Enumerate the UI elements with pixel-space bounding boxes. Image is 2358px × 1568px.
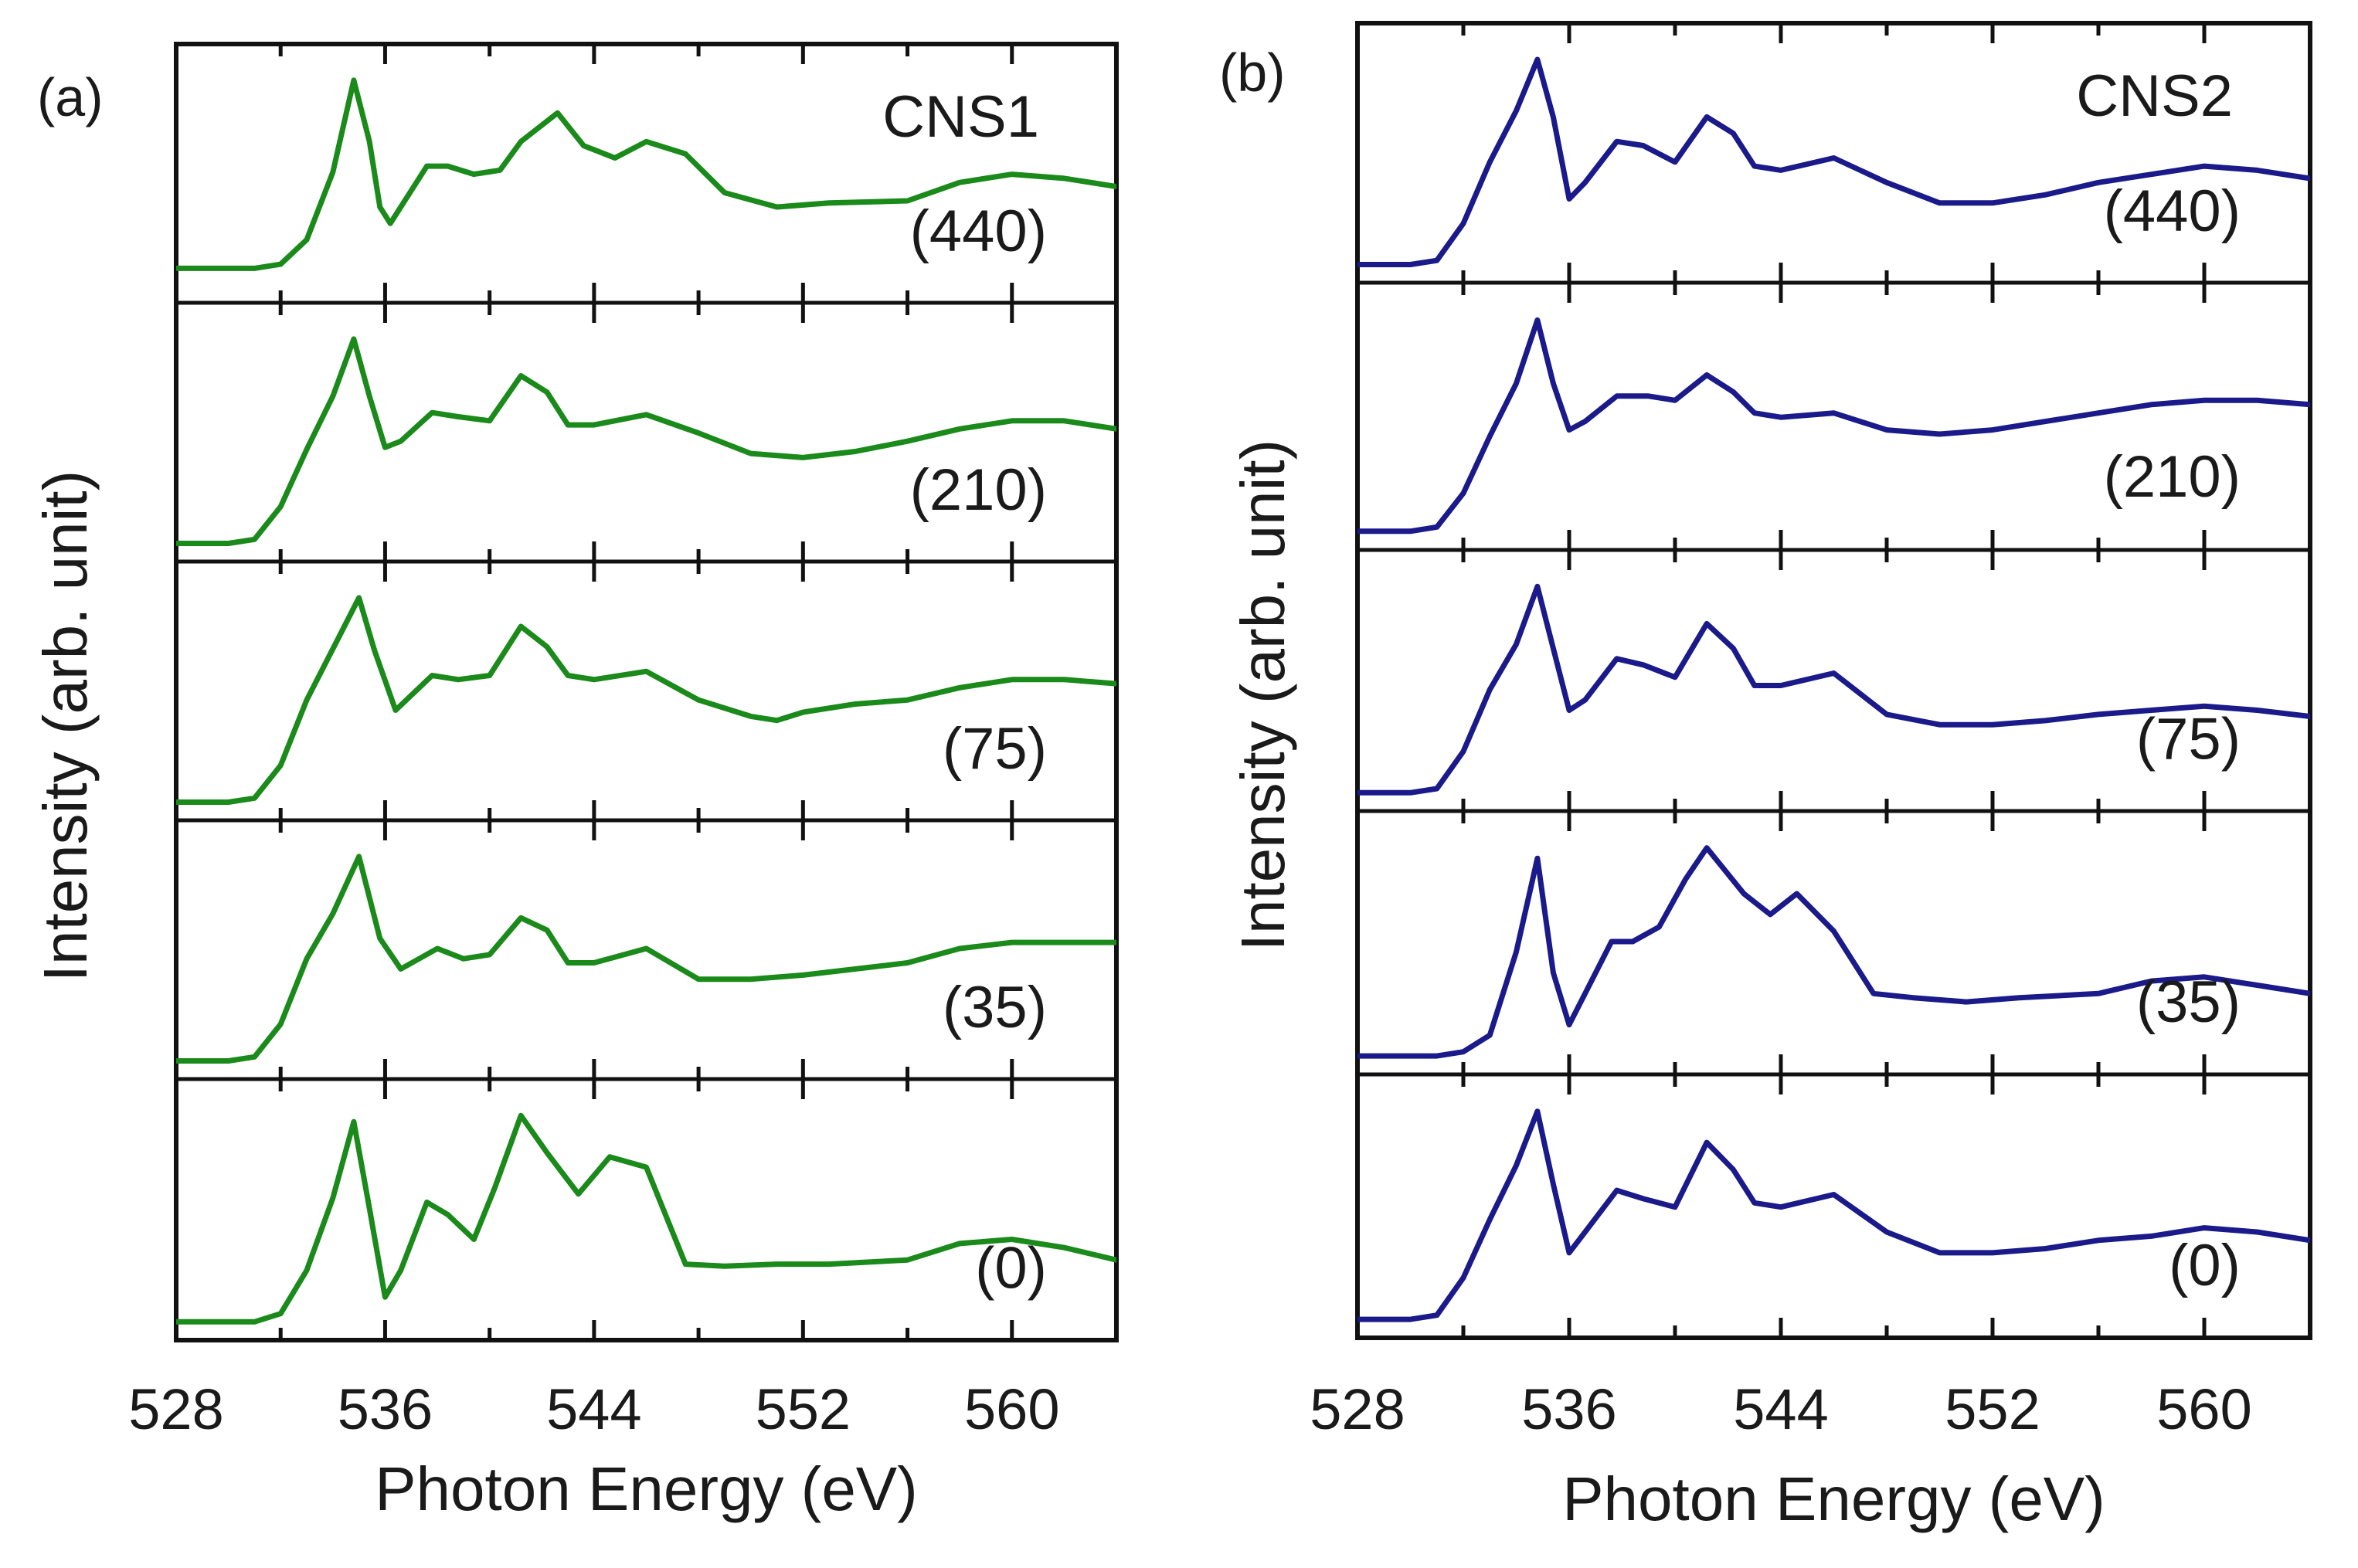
x-tick-label: 536 <box>338 1377 433 1441</box>
panel-tag: (a) <box>37 67 104 127</box>
trace-label: (35) <box>943 975 1047 1040</box>
x-tick-label: 528 <box>1310 1377 1405 1441</box>
trace-label: (0) <box>975 1235 1047 1301</box>
x-axis-title: Photon Energy (eV) <box>1562 1464 2105 1533</box>
x-tick-label: 560 <box>964 1377 1059 1441</box>
trace-label: (0) <box>2169 1233 2241 1298</box>
sample-name: CNS1 <box>882 84 1039 150</box>
trace-label: (440) <box>2104 178 2241 244</box>
trace-35 <box>176 854 1116 1064</box>
x-tick-label: 552 <box>756 1377 851 1441</box>
trace-label: (440) <box>910 199 1047 264</box>
y-axis-title: Intensity (arb. unit) <box>1228 440 1297 952</box>
trace-35 <box>1357 845 2310 1059</box>
trace-label: (35) <box>2136 969 2241 1035</box>
plot-frame <box>174 42 1119 1342</box>
trace-label: (210) <box>2104 444 2241 510</box>
x-tick-label: 544 <box>1733 1377 1828 1441</box>
trace-0 <box>176 1112 1116 1325</box>
sample-name: CNS2 <box>2076 63 2233 129</box>
trace-440 <box>176 77 1116 271</box>
trace-210 <box>176 336 1116 546</box>
trace-label: (75) <box>2136 706 2241 772</box>
plot-frame <box>1355 21 2312 1340</box>
panel-a: 528 536 544 552 560 (440) (210) (75) (35) (0) CNS1… <box>31 42 1119 1523</box>
trace-0 <box>1357 1108 2310 1322</box>
trace-75 <box>176 595 1116 805</box>
panel-tag: (b) <box>1219 42 1286 103</box>
x-axis-title: Photon Energy (eV) <box>375 1454 918 1523</box>
traces <box>176 77 1116 1325</box>
x-tick-label: 560 <box>2156 1377 2251 1441</box>
panel-b: 528 536 544 552 560 (440) (210) (75) (35) (0) CNS2… <box>1219 21 2312 1533</box>
trace-440 <box>1357 56 2310 267</box>
traces <box>1357 56 2310 1322</box>
trace-210 <box>1357 317 2310 535</box>
x-tick-label: 528 <box>128 1377 223 1441</box>
trace-75 <box>1357 583 2310 796</box>
x-tick-label: 544 <box>546 1377 641 1441</box>
x-tick-label: 536 <box>1521 1377 1616 1441</box>
y-axis-title: Intensity (arb. unit) <box>31 470 100 983</box>
x-tick-label: 552 <box>1945 1377 2040 1441</box>
trace-label: (210) <box>910 457 1047 523</box>
trace-label: (75) <box>943 716 1047 782</box>
